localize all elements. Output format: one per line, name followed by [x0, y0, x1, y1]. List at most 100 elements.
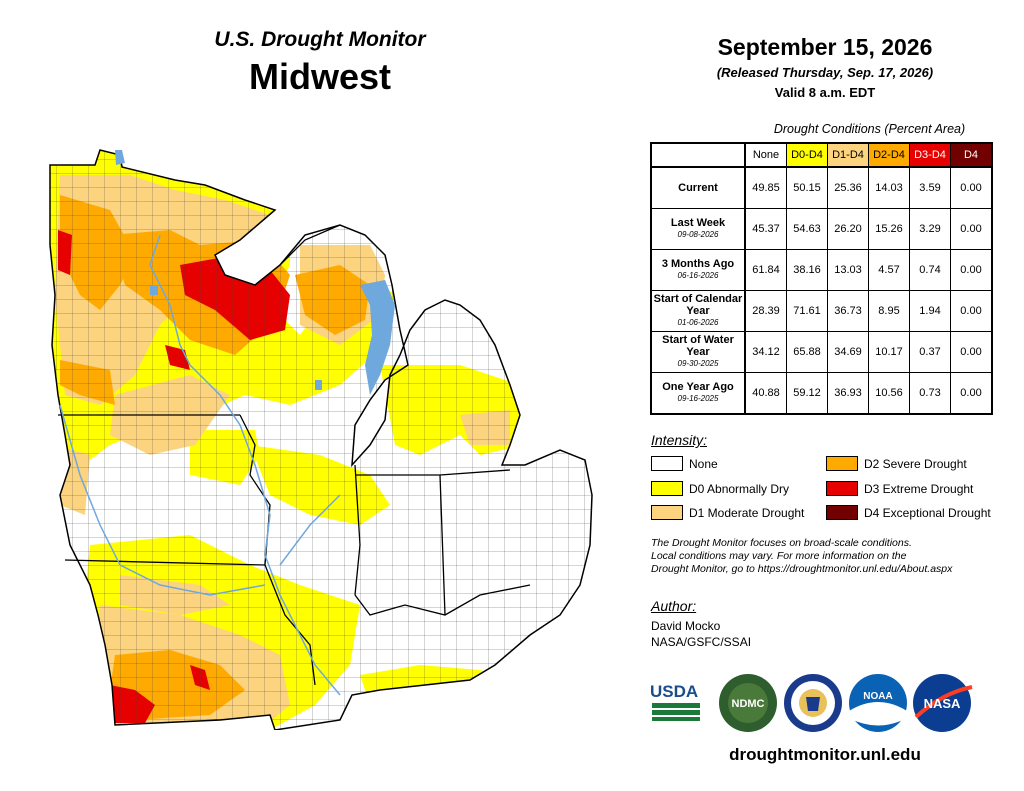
col-header-d1-d4: D1-D4 [827, 142, 869, 168]
row-date: 06-16-2026 [677, 271, 719, 280]
row-label-text: Last Week [670, 217, 726, 229]
legend-swatch [826, 505, 858, 520]
cell-value: 38.16 [786, 249, 828, 291]
rivers [59, 234, 341, 696]
legend-label: D0 Abnormally Dry [689, 481, 790, 496]
author-name: David Mocko [651, 619, 721, 633]
cell-value: 8.95 [868, 290, 910, 332]
row-label-text: 3 Months Ago [661, 258, 735, 270]
cell-value: 0.00 [950, 331, 993, 373]
legend-label: D1 Moderate Drought [689, 505, 805, 520]
ndmc-logo-text: NDMC [732, 698, 765, 710]
note-line: Drought Monitor, go to https://droughtmo… [651, 563, 953, 575]
region-title: Midwest [248, 56, 391, 97]
cell-value: 3.29 [909, 208, 951, 250]
legend-label: D3 Extreme Drought [864, 481, 974, 496]
legend-item-d3: D3 Extreme Drought [826, 481, 973, 496]
row-label-text: Current [678, 182, 718, 194]
drought-category-areas [50, 150, 592, 730]
row-date: 09-16-2025 [677, 394, 719, 403]
cell-value: 36.73 [827, 290, 869, 332]
note-line: The Drought Monitor focuses on broad-sca… [651, 537, 912, 549]
col-header-d4: D4 [950, 142, 993, 168]
legend-label: D4 Exceptional Drought [864, 505, 991, 520]
ndmc-logo: NDMC [719, 674, 777, 732]
cell-value: 0.73 [909, 372, 951, 415]
col-header-d2-d4: D2-D4 [868, 142, 910, 168]
valid-time: Valid 8 a.m. EDT [774, 85, 876, 100]
cell-value: 49.85 [744, 166, 787, 209]
cell-value: 54.63 [786, 208, 828, 250]
cell-value: 1.94 [909, 290, 951, 332]
cell-value: 3.59 [909, 166, 951, 209]
cell-value: 50.15 [786, 166, 828, 209]
cell-value: 10.56 [868, 372, 910, 415]
cell-value: 13.03 [827, 249, 869, 291]
legend-item-d1: D1 Moderate Drought [651, 505, 804, 520]
cell-value: 0.00 [950, 249, 993, 291]
cell-value: 0.37 [909, 331, 951, 373]
noaa-logo: NOAA [849, 674, 907, 732]
cell-value: 45.37 [744, 208, 787, 250]
legend-item-d0: D0 Abnormally Dry [651, 481, 789, 496]
map-date: September 15, 2026 [717, 34, 933, 60]
commerce-seal-icon [784, 674, 842, 732]
row-label-text: One Year Ago [662, 381, 734, 393]
legend-item-d2: D2 Severe Drought [826, 456, 967, 471]
cell-value: 14.03 [868, 166, 910, 209]
col-header-d3-d4: D3-D4 [909, 142, 951, 168]
row-label: 3 Months Ago 06-16-2026 [650, 249, 746, 291]
legend-swatch [651, 505, 683, 520]
lakes [115, 150, 395, 395]
cell-value: 40.88 [744, 372, 787, 415]
drought-statistics-table: None D0-D4 D1-D4 D2-D4 D3-D4 D4 Current … [650, 142, 993, 415]
table-caption: Drought Conditions (Percent Area) [773, 122, 966, 136]
noaa-logo-text: NOAA [863, 691, 892, 702]
usda-logo-text: USDA [650, 682, 698, 701]
legend-swatch [826, 456, 858, 471]
legend-label: None [689, 456, 718, 471]
author-org: NASA/GSFC/SSAI [651, 635, 752, 649]
website-url: droughtmonitor.unl.edu [729, 745, 921, 764]
row-label: Start of Water Year 09-30-2025 [650, 331, 746, 373]
author-info: David Mocko NASA/GSFC/SSAI [651, 618, 751, 650]
legend-swatch [826, 481, 858, 496]
state-borders [49, 149, 593, 730]
row-date: 09-30-2025 [677, 359, 719, 368]
table-row: 3 Months Ago 06-16-2026 61.84 38.16 13.03… [650, 249, 993, 291]
cell-value: 28.39 [744, 290, 787, 332]
table-row: Last Week 09-08-2026 45.37 54.63 26.20 15… [650, 208, 993, 250]
legend-item-none: None [651, 456, 718, 471]
cell-value: 25.36 [827, 166, 869, 209]
cell-value: 4.57 [868, 249, 910, 291]
cell-value: 36.93 [827, 372, 869, 415]
table-row: One Year Ago 09-16-2025 40.88 59.12 36.93… [650, 372, 993, 415]
table-corner [651, 143, 746, 168]
table-row: Current 49.85 50.15 25.36 14.03 3.59 0.0… [650, 166, 993, 209]
cell-value: 65.88 [786, 331, 828, 373]
table-row: Start of Calendar Year 01-06-2026 28.39 7… [650, 290, 993, 332]
cell-value: 0.00 [950, 372, 993, 415]
cell-value: 26.20 [827, 208, 869, 250]
legend-swatch [651, 456, 683, 471]
cell-value: 0.00 [950, 290, 993, 332]
legend-item-d4: D4 Exceptional Drought [826, 505, 991, 520]
table-row: Start of Water Year 09-30-2025 34.12 65.8… [650, 331, 993, 373]
col-header-d0-d4: D0-D4 [786, 142, 828, 168]
cell-value: 71.61 [786, 290, 828, 332]
nasa-logo-text: NASA [924, 696, 961, 711]
author-title: Author: [651, 598, 697, 614]
row-label: Start of Calendar Year 01-06-2026 [650, 290, 746, 332]
midwest-drought-map [49, 149, 593, 730]
cell-value: 34.69 [827, 331, 869, 373]
row-label: Current [650, 166, 746, 209]
usda-logo: USDA [650, 682, 700, 721]
legend-label: D2 Severe Drought [864, 456, 967, 471]
row-date: 09-08-2026 [677, 230, 719, 239]
col-header-none: None [744, 142, 787, 168]
map-header: U.S. Drought Monitor Midwest [150, 28, 490, 98]
row-label: Last Week 09-08-2026 [650, 208, 746, 250]
row-label-text: Start of Calendar Year [653, 293, 743, 317]
date-header: September 15, 2026 (Released Thursday, S… [640, 34, 1010, 100]
cell-value: 61.84 [744, 249, 787, 291]
